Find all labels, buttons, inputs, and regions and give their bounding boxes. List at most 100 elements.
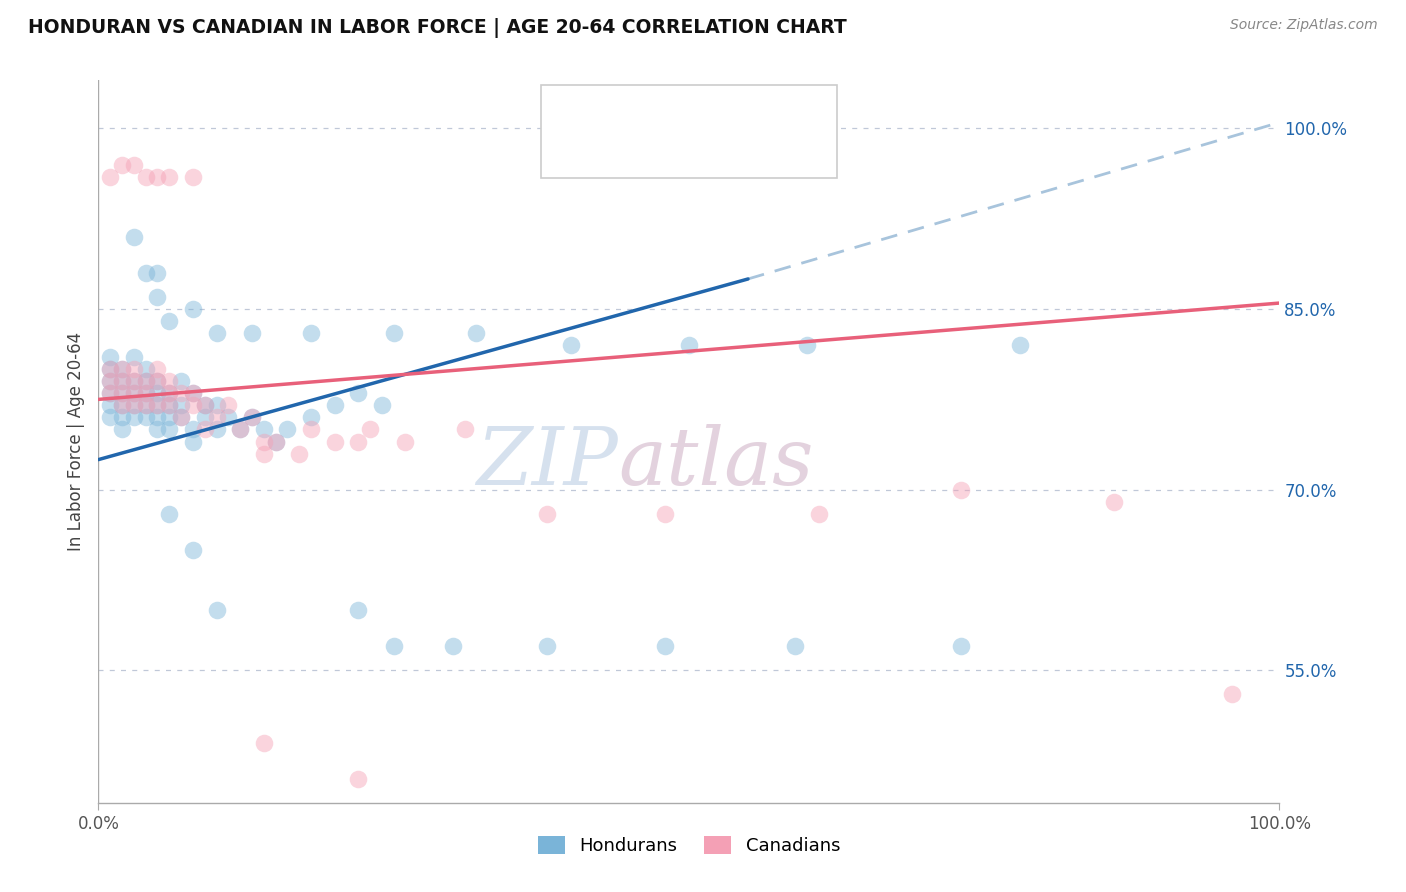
Point bbox=[253, 423, 276, 437]
Point bbox=[157, 410, 180, 425]
Point bbox=[146, 423, 169, 437]
Point bbox=[453, 423, 475, 437]
Text: R =: R = bbox=[603, 141, 638, 159]
Point bbox=[441, 640, 464, 654]
Point bbox=[465, 326, 488, 341]
Point bbox=[1102, 495, 1125, 509]
Point bbox=[560, 338, 582, 352]
Point bbox=[157, 398, 180, 412]
Point bbox=[205, 603, 228, 617]
Point bbox=[240, 326, 263, 341]
Point bbox=[785, 640, 807, 654]
Point bbox=[146, 169, 169, 184]
Text: atlas: atlas bbox=[619, 425, 814, 502]
Point bbox=[146, 290, 169, 304]
Point bbox=[122, 362, 145, 376]
Text: N =: N = bbox=[723, 141, 759, 159]
Point bbox=[98, 375, 121, 389]
Point bbox=[135, 398, 157, 412]
Point bbox=[111, 362, 134, 376]
Point bbox=[122, 386, 145, 401]
Point bbox=[122, 230, 145, 244]
Point bbox=[323, 434, 346, 449]
Point bbox=[157, 398, 180, 412]
Point bbox=[240, 410, 263, 425]
Point bbox=[111, 375, 134, 389]
Point bbox=[194, 410, 217, 425]
Point bbox=[135, 386, 157, 401]
Point bbox=[111, 386, 134, 401]
Point bbox=[194, 398, 217, 412]
Point bbox=[146, 398, 169, 412]
Point bbox=[135, 266, 157, 280]
Point bbox=[157, 375, 180, 389]
Point bbox=[98, 169, 121, 184]
Point bbox=[111, 398, 134, 412]
Point bbox=[194, 423, 217, 437]
Point bbox=[288, 447, 311, 461]
Point bbox=[181, 434, 204, 449]
Point bbox=[382, 640, 405, 654]
Point bbox=[276, 423, 298, 437]
Point bbox=[807, 507, 830, 521]
Y-axis label: In Labor Force | Age 20-64: In Labor Force | Age 20-64 bbox=[66, 332, 84, 551]
Text: N =: N = bbox=[723, 103, 759, 120]
Point bbox=[98, 398, 121, 412]
Point bbox=[135, 169, 157, 184]
Point bbox=[949, 483, 972, 497]
Text: 76: 76 bbox=[772, 103, 796, 120]
Text: HONDURAN VS CANADIAN IN LABOR FORCE | AGE 20-64 CORRELATION CHART: HONDURAN VS CANADIAN IN LABOR FORCE | AG… bbox=[28, 18, 846, 37]
Point bbox=[157, 314, 180, 328]
Point bbox=[98, 350, 121, 364]
Text: Source: ZipAtlas.com: Source: ZipAtlas.com bbox=[1230, 18, 1378, 32]
Point bbox=[111, 158, 134, 172]
Point bbox=[146, 398, 169, 412]
Point bbox=[122, 398, 145, 412]
Point bbox=[170, 386, 193, 401]
Point bbox=[146, 375, 169, 389]
Point bbox=[205, 410, 228, 425]
FancyBboxPatch shape bbox=[550, 96, 589, 127]
Point bbox=[1220, 687, 1243, 701]
Point bbox=[299, 423, 322, 437]
Point bbox=[157, 507, 180, 521]
Point bbox=[98, 386, 121, 401]
Point bbox=[170, 410, 193, 425]
Point bbox=[1008, 338, 1031, 352]
Point bbox=[146, 386, 169, 401]
Point bbox=[146, 362, 169, 376]
Point bbox=[347, 434, 370, 449]
Point bbox=[111, 410, 134, 425]
Point bbox=[347, 772, 370, 786]
Point bbox=[135, 386, 157, 401]
Point bbox=[347, 603, 370, 617]
Point bbox=[111, 386, 134, 401]
Text: R =: R = bbox=[603, 103, 638, 120]
Point bbox=[181, 542, 204, 557]
Point bbox=[229, 423, 252, 437]
Point bbox=[536, 507, 558, 521]
Point bbox=[181, 398, 204, 412]
Point bbox=[217, 398, 239, 412]
Point bbox=[98, 410, 121, 425]
Point bbox=[122, 375, 145, 389]
Point bbox=[98, 375, 121, 389]
Point bbox=[536, 640, 558, 654]
Point bbox=[264, 434, 287, 449]
Point bbox=[347, 386, 370, 401]
Point bbox=[205, 423, 228, 437]
Text: 0.276: 0.276 bbox=[652, 103, 709, 120]
Point bbox=[299, 326, 322, 341]
Point bbox=[796, 338, 818, 352]
Text: 0.098: 0.098 bbox=[652, 141, 709, 159]
Point bbox=[253, 736, 276, 750]
Point bbox=[98, 386, 121, 401]
Point bbox=[146, 266, 169, 280]
Text: ZIP: ZIP bbox=[477, 425, 619, 502]
Point bbox=[205, 326, 228, 341]
Point bbox=[135, 375, 157, 389]
Point bbox=[371, 398, 394, 412]
Point bbox=[253, 447, 276, 461]
Point bbox=[170, 410, 193, 425]
Point bbox=[111, 375, 134, 389]
